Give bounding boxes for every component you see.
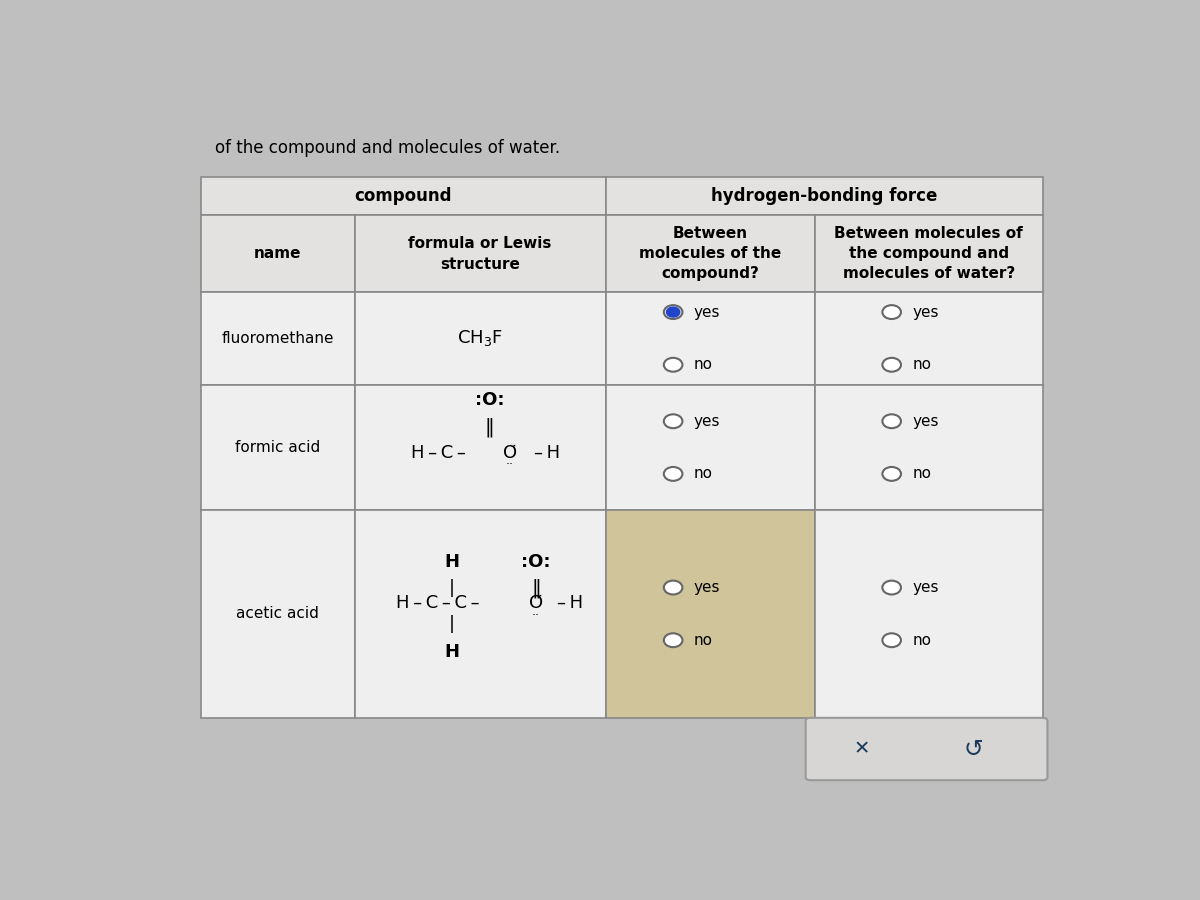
- Text: – H: – H: [534, 444, 560, 462]
- Text: ‖: ‖: [532, 579, 541, 598]
- Text: Ö: Ö: [503, 444, 517, 462]
- Text: no: no: [694, 357, 713, 373]
- Text: name: name: [254, 246, 301, 261]
- Circle shape: [882, 634, 901, 647]
- FancyBboxPatch shape: [202, 292, 355, 385]
- Text: :O:: :O:: [521, 553, 551, 571]
- Text: ‖: ‖: [485, 417, 494, 436]
- Text: :O:: :O:: [475, 392, 504, 410]
- FancyBboxPatch shape: [606, 215, 815, 292]
- FancyBboxPatch shape: [606, 177, 1043, 215]
- Text: |: |: [449, 580, 455, 598]
- Text: ↺: ↺: [964, 737, 983, 761]
- Text: no: no: [694, 633, 713, 648]
- Text: yes: yes: [912, 414, 938, 428]
- Text: H – C –: H – C –: [410, 444, 466, 462]
- Circle shape: [882, 305, 901, 319]
- Text: H: H: [445, 643, 460, 661]
- FancyBboxPatch shape: [202, 215, 355, 292]
- Circle shape: [664, 358, 683, 372]
- Circle shape: [882, 580, 901, 595]
- FancyBboxPatch shape: [815, 215, 1043, 292]
- Text: formula or Lewis
structure: formula or Lewis structure: [408, 236, 552, 272]
- Circle shape: [664, 305, 683, 319]
- Text: no: no: [912, 466, 931, 482]
- Text: compound: compound: [355, 187, 452, 205]
- FancyBboxPatch shape: [355, 215, 606, 292]
- Text: ✕: ✕: [853, 740, 870, 759]
- FancyBboxPatch shape: [202, 385, 355, 510]
- FancyBboxPatch shape: [355, 385, 606, 510]
- Text: of the compound and molecules of water.: of the compound and molecules of water.: [215, 140, 560, 158]
- Text: yes: yes: [694, 580, 720, 595]
- FancyBboxPatch shape: [355, 510, 606, 718]
- Text: – H: – H: [557, 595, 583, 613]
- Text: ··: ··: [506, 458, 514, 472]
- FancyBboxPatch shape: [606, 292, 815, 385]
- Circle shape: [882, 414, 901, 428]
- Text: Ö: Ö: [529, 595, 544, 613]
- Circle shape: [882, 358, 901, 372]
- FancyBboxPatch shape: [606, 385, 815, 510]
- Text: formic acid: formic acid: [235, 440, 320, 455]
- Circle shape: [664, 634, 683, 647]
- Text: CH$_3$F: CH$_3$F: [457, 328, 503, 348]
- Text: fluoromethane: fluoromethane: [222, 331, 334, 346]
- Text: H: H: [445, 553, 460, 571]
- Text: Between molecules of
the compound and
molecules of water?: Between molecules of the compound and mo…: [834, 226, 1024, 281]
- Circle shape: [882, 467, 901, 481]
- FancyBboxPatch shape: [805, 718, 1048, 780]
- Text: ··: ··: [532, 609, 540, 623]
- Text: hydrogen-bonding force: hydrogen-bonding force: [712, 187, 937, 205]
- FancyBboxPatch shape: [202, 510, 355, 718]
- FancyBboxPatch shape: [815, 510, 1043, 718]
- Text: no: no: [912, 357, 931, 373]
- FancyBboxPatch shape: [606, 510, 815, 718]
- Text: yes: yes: [694, 414, 720, 428]
- Text: no: no: [912, 633, 931, 648]
- Text: yes: yes: [912, 304, 938, 320]
- FancyBboxPatch shape: [815, 385, 1043, 510]
- FancyBboxPatch shape: [202, 177, 606, 215]
- Text: acetic acid: acetic acid: [236, 607, 319, 621]
- Text: yes: yes: [912, 580, 938, 595]
- Circle shape: [664, 580, 683, 595]
- Text: Between
molecules of the
compound?: Between molecules of the compound?: [640, 226, 781, 281]
- Text: |: |: [449, 616, 455, 634]
- FancyBboxPatch shape: [810, 721, 1043, 777]
- FancyBboxPatch shape: [815, 292, 1043, 385]
- Text: no: no: [694, 466, 713, 482]
- FancyBboxPatch shape: [355, 292, 606, 385]
- Circle shape: [664, 414, 683, 428]
- Circle shape: [664, 467, 683, 481]
- Circle shape: [666, 307, 680, 317]
- Text: yes: yes: [694, 304, 720, 320]
- Text: H – C – C –: H – C – C –: [396, 595, 480, 613]
